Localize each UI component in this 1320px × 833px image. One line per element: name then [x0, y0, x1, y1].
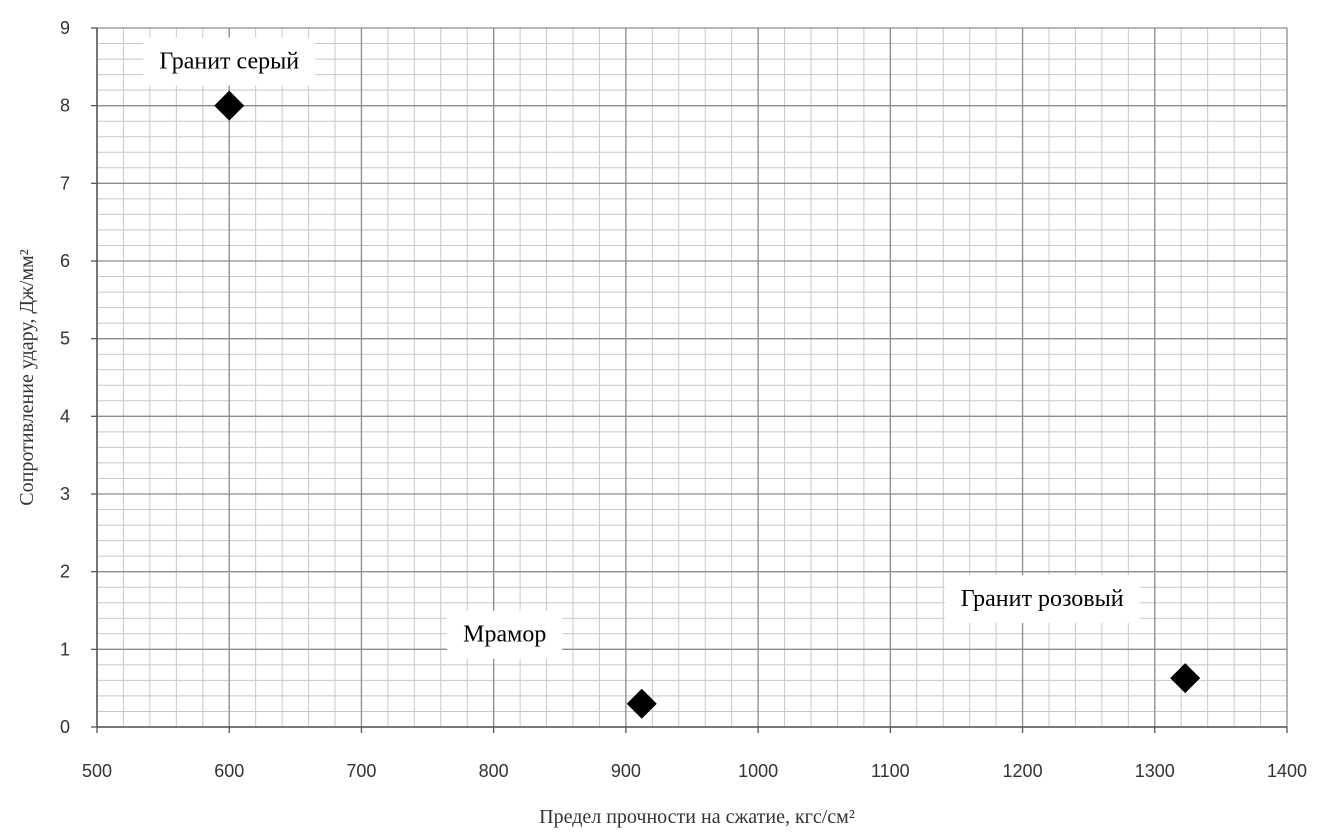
point-label: Гранит серый [159, 49, 299, 75]
x-tick-label: 1300 [1135, 761, 1175, 781]
y-tick-label: 1 [60, 639, 70, 659]
point-label-background [447, 610, 563, 659]
x-axis-title: Предел прочности на сжатие, кгс/см² [539, 806, 855, 828]
x-tick-label: 1100 [871, 761, 910, 781]
point-label: Гранит розовый [961, 586, 1124, 612]
y-tick-label: 8 [60, 96, 70, 116]
point-label-background [944, 575, 1140, 624]
x-tick-label: 600 [214, 761, 244, 781]
y-tick-label: 9 [60, 18, 70, 38]
x-tick-label: 500 [82, 761, 112, 781]
y-tick-label: 2 [60, 562, 70, 582]
y-tick-label: 0 [60, 717, 70, 737]
y-tick-label: 6 [60, 251, 70, 271]
y-tick-label: 3 [60, 484, 70, 504]
y-tick-label: 4 [60, 406, 70, 426]
point-label: Мрамор [463, 622, 546, 648]
y-tick-labels: 0 1 2 3 4 5 6 7 8 9 [60, 18, 70, 737]
x-tick-label: 900 [611, 761, 641, 781]
y-axis-title: Сопротивление удару, Дж/мм² [16, 249, 38, 505]
x-tick-label: 1200 [1003, 761, 1043, 781]
x-tick-label: 1000 [738, 761, 778, 781]
point-label-background [143, 37, 316, 86]
x-tick-label: 700 [346, 761, 376, 781]
y-tick-label: 5 [60, 329, 70, 349]
data-point-marker [626, 688, 657, 719]
x-tick-label: 1400 [1267, 761, 1307, 781]
x-tick-labels: 500 600 700 800 900 1000 1100 1200 1300 1400 [82, 761, 1307, 781]
x-tick-label: 800 [479, 761, 509, 781]
data-point-marker [214, 90, 245, 121]
axes [91, 27, 1288, 733]
y-tick-label: 7 [60, 173, 70, 193]
data-point-marker [1170, 663, 1201, 694]
data-points: Гранит серый Мрамор Гранит розовый [143, 37, 1201, 719]
